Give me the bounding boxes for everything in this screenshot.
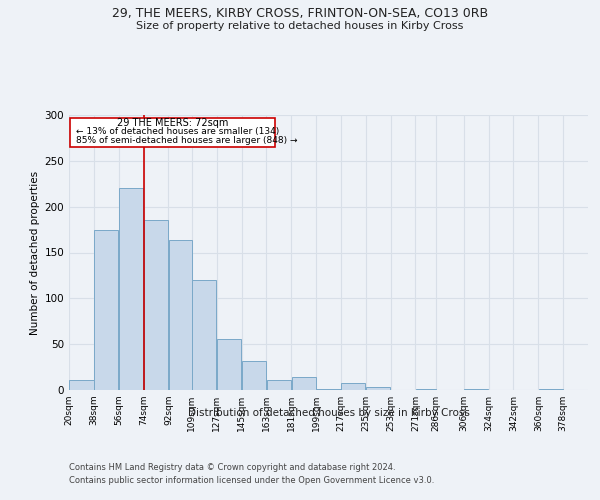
- Bar: [366, 387, 390, 390]
- Text: 29 THE MEERS: 72sqm: 29 THE MEERS: 72sqm: [117, 118, 228, 128]
- Bar: [316, 389, 341, 390]
- Bar: [94, 230, 118, 390]
- FancyBboxPatch shape: [70, 118, 275, 147]
- Text: Distribution of detached houses by size in Kirby Cross: Distribution of detached houses by size …: [188, 408, 470, 418]
- Bar: [464, 389, 488, 390]
- Bar: [192, 280, 217, 390]
- Bar: [119, 188, 143, 390]
- Bar: [144, 220, 168, 390]
- Y-axis label: Number of detached properties: Number of detached properties: [30, 170, 40, 334]
- Text: Contains HM Land Registry data © Crown copyright and database right 2024.: Contains HM Land Registry data © Crown c…: [69, 462, 395, 471]
- Bar: [341, 382, 365, 390]
- Text: 29, THE MEERS, KIRBY CROSS, FRINTON-ON-SEA, CO13 0RB: 29, THE MEERS, KIRBY CROSS, FRINTON-ON-S…: [112, 8, 488, 20]
- Bar: [242, 360, 266, 390]
- Text: ← 13% of detached houses are smaller (134): ← 13% of detached houses are smaller (13…: [76, 128, 279, 136]
- Bar: [169, 240, 191, 390]
- Bar: [292, 377, 316, 390]
- Text: 85% of semi-detached houses are larger (848) →: 85% of semi-detached houses are larger (…: [76, 136, 298, 145]
- Bar: [217, 338, 241, 390]
- Bar: [70, 380, 94, 390]
- Text: Size of property relative to detached houses in Kirby Cross: Size of property relative to detached ho…: [136, 21, 464, 31]
- Text: Contains public sector information licensed under the Open Government Licence v3: Contains public sector information licen…: [69, 476, 434, 485]
- Bar: [267, 380, 291, 390]
- Bar: [539, 389, 563, 390]
- Bar: [416, 389, 436, 390]
